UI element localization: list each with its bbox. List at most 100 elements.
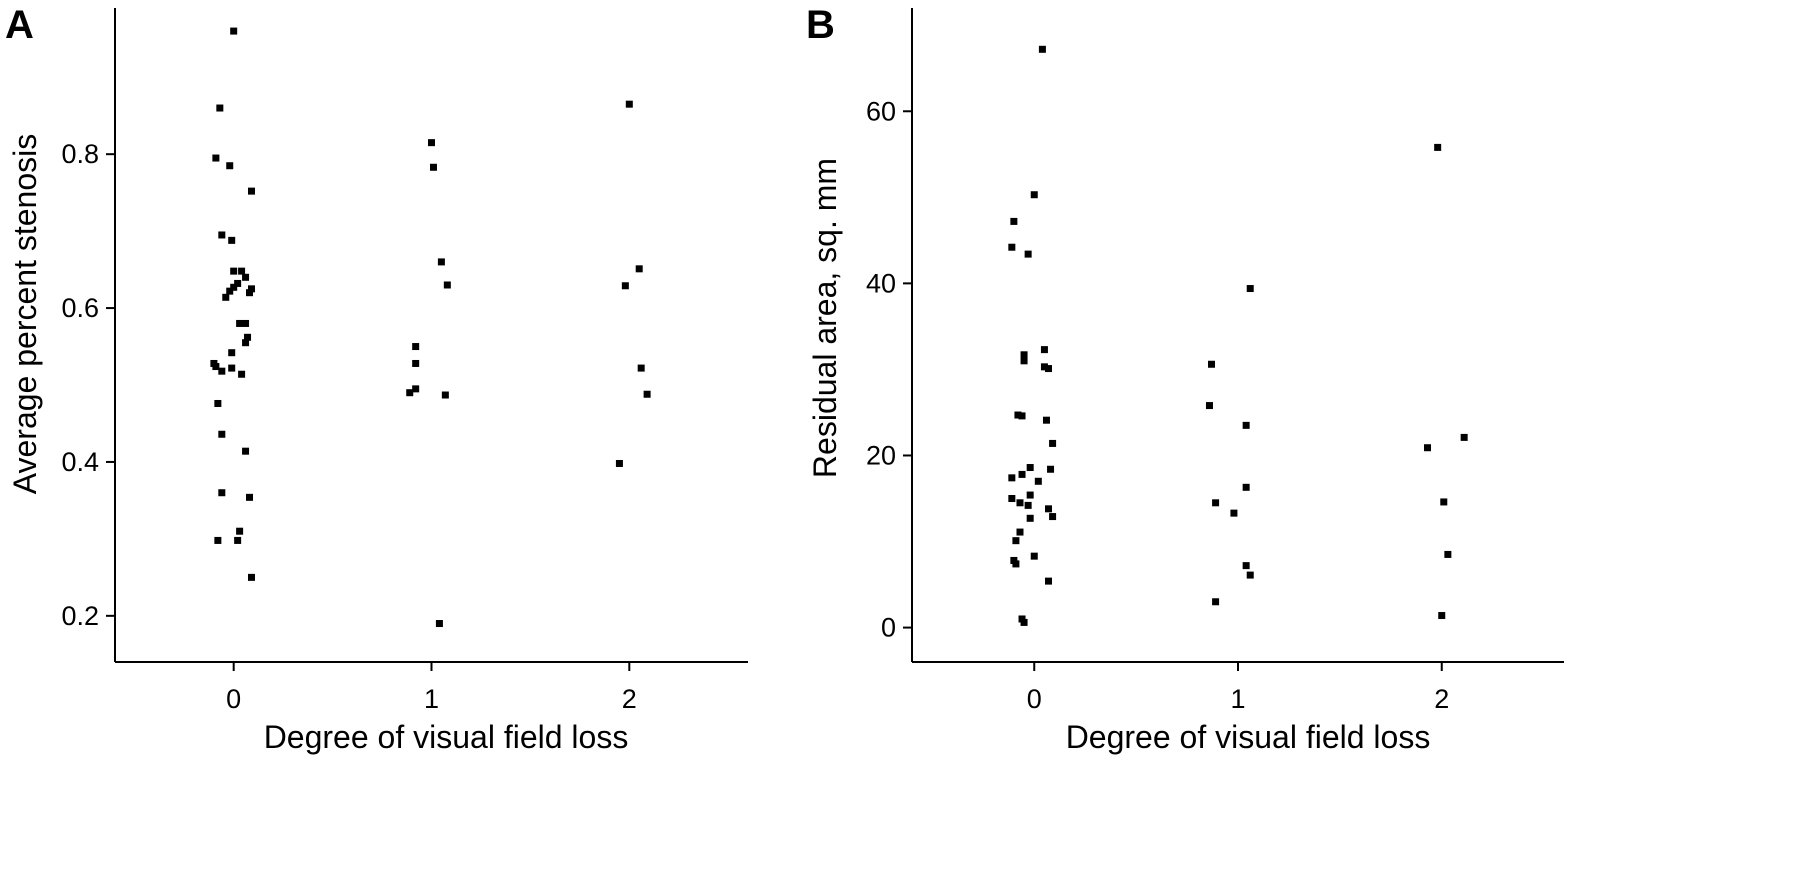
panel-a-y-tick-label: 0.8 <box>61 139 99 169</box>
panel-a-data-point <box>443 281 451 289</box>
panel-b-y-tick-label: 60 <box>866 96 896 126</box>
panel-b-data-point <box>1014 411 1022 419</box>
panel-a-data-point <box>246 289 254 297</box>
panel-a-data-point <box>247 187 255 195</box>
panel-a-x-axis-title: Degree of visual field loss <box>264 719 629 755</box>
panel-a-data-point <box>621 282 629 290</box>
panel-a-data-point <box>615 459 623 467</box>
panel-b-axes <box>911 8 1564 663</box>
panel-a-data-point <box>238 370 246 378</box>
panel-b-data-point <box>1008 474 1016 482</box>
panel-b-data-point <box>1460 433 1468 441</box>
panel-a-axes <box>114 8 748 663</box>
panel-a-data-point <box>214 399 222 407</box>
panel-a-data-point <box>228 236 236 244</box>
panel-a-plot-area: 0.2 0.4 0.6 0.8 0 1 2 <box>61 8 748 714</box>
panel-a-data-point <box>236 319 244 327</box>
panel-b-data-point <box>1020 618 1028 626</box>
panel-a: A 0.2 0.4 0.6 0.8 0 1 2 Degree of visual fiel… <box>5 3 748 755</box>
panel-a-data-point <box>247 285 255 293</box>
panel-b-data-point <box>1440 498 1448 506</box>
panel-b-data-point <box>1020 351 1028 359</box>
panel-b-data-point <box>1246 571 1254 579</box>
panel-a-data-point <box>218 430 226 438</box>
panel-a-data-point <box>625 100 633 108</box>
panel-a-data-point <box>242 273 250 281</box>
panel-a-points <box>210 27 651 628</box>
panel-b-data-point <box>1042 416 1050 424</box>
panel-b-data-point <box>1018 470 1026 478</box>
panel-b-data-point <box>1008 243 1016 251</box>
panel-b-data-point <box>1026 514 1034 522</box>
panel-a-data-point <box>234 279 242 287</box>
panel-b-data-point <box>1049 513 1057 521</box>
panel-b-data-point <box>1010 217 1018 225</box>
panel-a-y-tick-label: 0.4 <box>61 447 99 477</box>
panel-a-data-point <box>234 536 242 544</box>
panel-a-data-point <box>244 333 252 341</box>
panel-b-data-point <box>1438 612 1446 620</box>
panel-a-data-point <box>412 385 420 393</box>
panel-b-data-point <box>1008 495 1016 502</box>
panel-b-data-point <box>1212 499 1220 507</box>
panel-b-x-axis-title: Degree of visual field loss <box>1066 719 1431 755</box>
panel-a-data-point <box>246 493 254 501</box>
panel-b-data-point <box>1205 402 1213 410</box>
panel-a-data-point <box>412 359 420 367</box>
panel-a-data-point <box>429 163 437 171</box>
panel-b-x-tick-label: 1 <box>1230 684 1245 714</box>
panel-a-data-point <box>212 154 220 162</box>
panel-a-data-point <box>218 367 226 375</box>
panel-a-data-point <box>236 527 244 535</box>
panel-b-data-point <box>1040 346 1048 354</box>
panel-a-data-point <box>637 364 645 372</box>
panel-b-data-point <box>1444 550 1452 558</box>
panel-a-data-point <box>218 489 226 497</box>
panel-a-data-point <box>242 339 250 347</box>
panel-a-data-point <box>247 573 255 581</box>
panel-b-data-point <box>1242 483 1250 491</box>
panel-a-data-point <box>643 390 651 398</box>
panel-a-data-point <box>238 267 246 275</box>
panel-a-data-point <box>428 139 435 147</box>
panel-a-data-point <box>228 364 236 372</box>
panel-b-x-tick-label: 0 <box>1027 684 1042 714</box>
panel-a-data-point <box>226 287 234 295</box>
panel-b-data-point <box>1045 505 1053 513</box>
panel-a-data-point <box>216 104 224 112</box>
panel-a-x-tick-label: 0 <box>226 684 241 714</box>
panel-b-plot-area: 0 20 40 60 0 1 2 <box>866 8 1564 714</box>
panel-b-data-point <box>1230 509 1238 517</box>
panel-b-data-point <box>1045 577 1053 585</box>
panel-b-data-point <box>1242 421 1250 429</box>
panel-b-data-point <box>1434 143 1442 151</box>
panel-a-x-tick-label: 1 <box>424 684 439 714</box>
panel-a-data-point <box>212 363 220 371</box>
panel-b-y-ticks: 0 20 40 60 <box>866 96 912 643</box>
panel-b-data-point <box>1016 499 1024 507</box>
panel-b-data-point <box>1208 360 1216 368</box>
panel-b-y-tick-label: 0 <box>881 613 896 643</box>
panel-b-data-point <box>1034 477 1042 485</box>
panel-b-data-point <box>1423 444 1431 452</box>
panel-b-label: B <box>806 3 835 47</box>
panel-b-y-tick-label: 20 <box>866 440 896 470</box>
panel-b-data-point <box>1012 560 1020 568</box>
panel-a-data-point <box>635 265 643 273</box>
panel-a-data-point <box>214 536 222 544</box>
panel-a-data-point <box>437 258 445 266</box>
panel-a-y-tick-label: 0.2 <box>61 601 99 631</box>
panel-a-x-ticks: 0 1 2 <box>226 662 637 714</box>
panel-a-data-point <box>412 343 420 351</box>
panel-a-data-point <box>230 267 238 275</box>
panel-b-data-point <box>1047 465 1055 473</box>
panel-b-data-point <box>1040 363 1048 371</box>
panel-b-data-point <box>1242 562 1250 570</box>
panel-b-data-point <box>1049 439 1057 447</box>
panel-a-x-tick-label: 2 <box>622 684 637 714</box>
panel-b-data-point <box>1038 45 1046 53</box>
panel-b-data-point <box>1016 528 1024 536</box>
panel-b-y-axis-title: Residual area, sq. mm <box>807 158 843 478</box>
panel-b-data-point <box>1020 357 1028 365</box>
